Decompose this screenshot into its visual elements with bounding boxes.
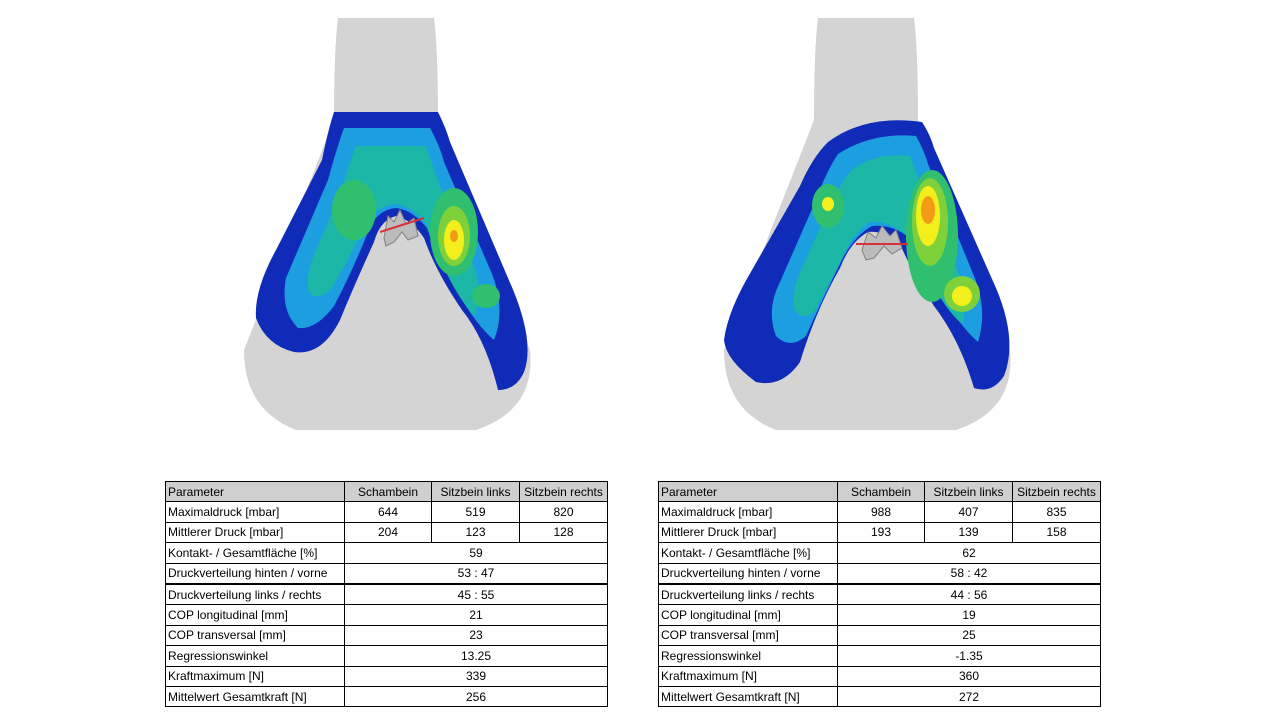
table-row: COP longitudinal [mm] 19 <box>658 604 1101 626</box>
cell-value: 407 <box>924 501 1013 523</box>
cell-value: 59 <box>344 542 608 564</box>
cell-value: 988 <box>837 501 925 523</box>
cell-value: 58 : 42 <box>837 562 1101 585</box>
table-row: Kraftmaximum [N] 339 <box>165 665 608 687</box>
table-row: Druckverteilung hinten / vorne 58 : 42 <box>658 562 1101 585</box>
row-label: COP transversal [mm] <box>165 624 345 647</box>
cell-value: 272 <box>837 685 1101 708</box>
row-label: Maximaldruck [mbar] <box>165 501 345 523</box>
cell-value: 45 : 55 <box>344 582 608 606</box>
cell-value: 519 <box>431 501 520 523</box>
row-label: Druckverteilung hinten / vorne <box>658 562 838 585</box>
cell-value: 123 <box>431 521 520 544</box>
column-header: Schambein <box>837 480 925 503</box>
row-label: Mittlerer Druck [mbar] <box>658 521 838 544</box>
table-row: Mittlerer Druck [mbar] 204 123 128 <box>165 521 608 544</box>
column-header: Sitzbein links <box>431 480 520 503</box>
cell-value: 25 <box>837 624 1101 647</box>
table-row: COP transversal [mm] 25 <box>658 624 1101 647</box>
pressure-zone-left-ischium <box>332 180 376 240</box>
row-label: Kraftmaximum [N] <box>658 665 838 687</box>
cell-value: 644 <box>344 501 432 523</box>
pressure-zone-front <box>472 284 500 308</box>
pressure-hotspot-left <box>822 197 834 211</box>
row-label: COP longitudinal [mm] <box>658 604 838 626</box>
column-header: Parameter <box>658 480 838 503</box>
table-row: COP transversal [mm] 23 <box>165 624 608 647</box>
table-row: Maximaldruck [mbar] 644 519 820 <box>165 501 608 523</box>
cop-trace <box>379 208 425 247</box>
parameter-table-right: Parameter Schambein Sitzbein links Sitzb… <box>658 480 1101 708</box>
cell-value: 158 <box>1012 521 1101 544</box>
cell-value: 204 <box>344 521 432 544</box>
cell-value: 23 <box>344 624 608 647</box>
column-header: Sitzbein links <box>924 480 1013 503</box>
row-label: Druckverteilung hinten / vorne <box>165 562 345 585</box>
pressure-zone-mid <box>284 128 500 340</box>
cell-value: 339 <box>344 665 608 687</box>
row-label: Kontakt- / Gesamtfläche [%] <box>165 542 345 564</box>
table-row: COP longitudinal [mm] 21 <box>165 604 608 626</box>
row-label: Mittelwert Gesamtkraft [N] <box>658 685 838 708</box>
parameter-table-body: Parameter Schambein Sitzbein links Sitzb… <box>658 480 1101 708</box>
table-row: Maximaldruck [mbar] 988 407 835 <box>658 501 1101 523</box>
cell-value: 62 <box>837 542 1101 564</box>
cell-value: 19 <box>837 604 1101 626</box>
cell-value: 21 <box>344 604 608 626</box>
pressure-core-right <box>450 230 458 242</box>
parameter-table-left: Parameter Schambein Sitzbein links Sitzb… <box>165 480 608 708</box>
cell-value: 53 : 47 <box>344 562 608 585</box>
pressure-map-left <box>244 18 531 430</box>
table-row: Regressionswinkel -1.35 <box>658 645 1101 667</box>
cell-value: 128 <box>519 521 608 544</box>
pressure-zone-outer <box>255 112 528 390</box>
cell-value: -1.35 <box>837 645 1101 667</box>
table-row: Kontakt- / Gesamtfläche [%] 59 <box>165 542 608 564</box>
column-header: Sitzbein rechts <box>519 480 608 503</box>
table-row: Regressionswinkel 13.25 <box>165 645 608 667</box>
column-header: Schambein <box>344 480 432 503</box>
table-row: Kontakt- / Gesamtfläche [%] 62 <box>658 542 1101 564</box>
table-row: Kraftmaximum [N] 360 <box>658 665 1101 687</box>
row-label: Mittlerer Druck [mbar] <box>165 521 345 544</box>
cell-value: 193 <box>837 521 925 544</box>
row-label: COP transversal [mm] <box>658 624 838 647</box>
parameter-table-body: Parameter Schambein Sitzbein links Sitzb… <box>165 480 608 708</box>
cell-value: 820 <box>519 501 608 523</box>
row-label: Regressionswinkel <box>658 645 838 667</box>
cell-value: 13.25 <box>344 645 608 667</box>
table-row: Mittelwert Gesamtkraft [N] 256 <box>165 685 608 708</box>
cell-value: 256 <box>344 685 608 708</box>
table-header-row: Parameter Schambein Sitzbein links Sitzb… <box>658 480 1101 503</box>
row-label: Druckverteilung links / rechts <box>165 582 345 606</box>
row-label: Kontakt- / Gesamtfläche [%] <box>658 542 838 564</box>
table-row: Mittelwert Gesamtkraft [N] 272 <box>658 685 1101 708</box>
row-label: Druckverteilung links / rechts <box>658 582 838 606</box>
cop-trace <box>856 225 908 261</box>
row-label: Mittelwert Gesamtkraft [N] <box>165 685 345 708</box>
cell-value: 360 <box>837 665 1101 687</box>
pressure-peak-front <box>952 286 972 306</box>
table-row: Druckverteilung hinten / vorne 53 : 47 <box>165 562 608 585</box>
column-header: Sitzbein rechts <box>1012 480 1101 503</box>
cell-value: 835 <box>1012 501 1101 523</box>
row-label: Regressionswinkel <box>165 645 345 667</box>
row-label: Kraftmaximum [N] <box>165 665 345 687</box>
table-row: Druckverteilung links / rechts 45 : 55 <box>165 582 608 606</box>
table-row: Mittlerer Druck [mbar] 193 139 158 <box>658 521 1101 544</box>
column-header: Parameter <box>165 480 345 503</box>
table-header-row: Parameter Schambein Sitzbein links Sitzb… <box>165 480 608 503</box>
row-label: COP longitudinal [mm] <box>165 604 345 626</box>
table-row: Druckverteilung links / rechts 44 : 56 <box>658 582 1101 606</box>
pressure-map-right <box>724 18 1011 430</box>
pressure-core-right <box>921 196 935 224</box>
cell-value: 44 : 56 <box>837 582 1101 606</box>
row-label: Maximaldruck [mbar] <box>658 501 838 523</box>
cell-value: 139 <box>924 521 1013 544</box>
